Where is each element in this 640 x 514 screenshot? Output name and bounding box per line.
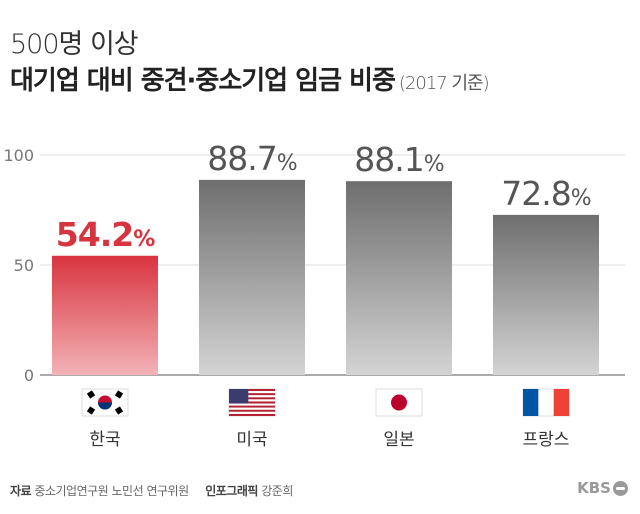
data-label: 54.2% [56,215,155,254]
flag-sun [391,394,407,411]
footer-credits: 자료 중소기업연구원 노민선 연구위원 인포그래픽 강준희 [10,482,293,499]
flag-stripe [229,391,275,394]
subtitle-text: 대기업 대비 중견·중소기업 임금 비중 [10,66,396,96]
data-label-value: 88.1 [354,140,423,179]
flag-trigram [86,390,96,399]
korea-flag-icon [81,388,129,417]
france-flag-icon [522,388,570,417]
flag-red [553,389,569,416]
y-tick-label: 0 [24,366,34,385]
flag-stripe [229,397,275,400]
data-label-unit: % [424,152,444,177]
flag-trigram [114,406,124,415]
data-label-unit: % [571,186,591,211]
logo-text: KBS [577,479,611,497]
logo-icon [613,480,628,496]
flag-stripe [229,395,275,398]
data-label-unit: % [277,151,297,176]
data-label: 88.1% [354,140,443,179]
flag-stripe [229,393,275,396]
data-label-value: 72.8 [501,174,570,213]
flag-trigram [114,390,124,399]
y-tick-label: 100 [3,146,34,165]
flag-stripe [229,405,275,408]
bar-1 [199,179,305,375]
flag-trigram [86,406,96,415]
y-tick-label: 50 [14,256,34,275]
usa-flag-icon [228,388,276,417]
flag-stripe [229,399,275,402]
chart-title: 500명 이상 [10,29,139,60]
bar-2 [346,181,452,375]
japan-flag-icon [375,388,423,417]
bar-0 [52,255,158,375]
source-label: 자료 [10,484,32,498]
flag-taeguk [98,402,112,410]
flag-stripe [229,403,275,406]
data-label: 72.8% [501,174,590,213]
flag-stripe [229,401,275,404]
credit-text: 강준희 [261,484,293,498]
kbs-logo: KBS [577,479,628,497]
bar-chart: 0 50 100 54.2% 한국 88.7% 미국 88.1% 일본 72.8% 프랑스 [3,139,625,450]
flag-stripe [229,409,275,412]
category-label: 일본 [383,430,414,450]
flag-stripe [229,407,275,410]
data-label-value: 88.7 [207,139,276,178]
category-label: 프랑스 [523,430,570,450]
source-text: 중소기업연구원 노민선 연구위원 [34,484,189,498]
data-label-value: 54.2 [56,215,133,254]
flag-stripe [229,411,275,414]
credit-label: 인포그래픽 [205,484,258,498]
data-label: 88.7% [207,139,296,178]
chart-subtitle: 대기업 대비 중견·중소기업 임금 비중 (2017 기준) [10,60,490,97]
flag-blue [523,389,539,416]
flag-canton [229,389,249,404]
flag-stripe [229,389,275,392]
data-label-unit: % [133,227,155,252]
flag-stripe [229,413,275,416]
subtitle-note: (2017 기준) [398,73,490,94]
category-label: 미국 [236,430,267,450]
category-label: 한국 [89,430,120,450]
bar-3 [493,214,599,375]
